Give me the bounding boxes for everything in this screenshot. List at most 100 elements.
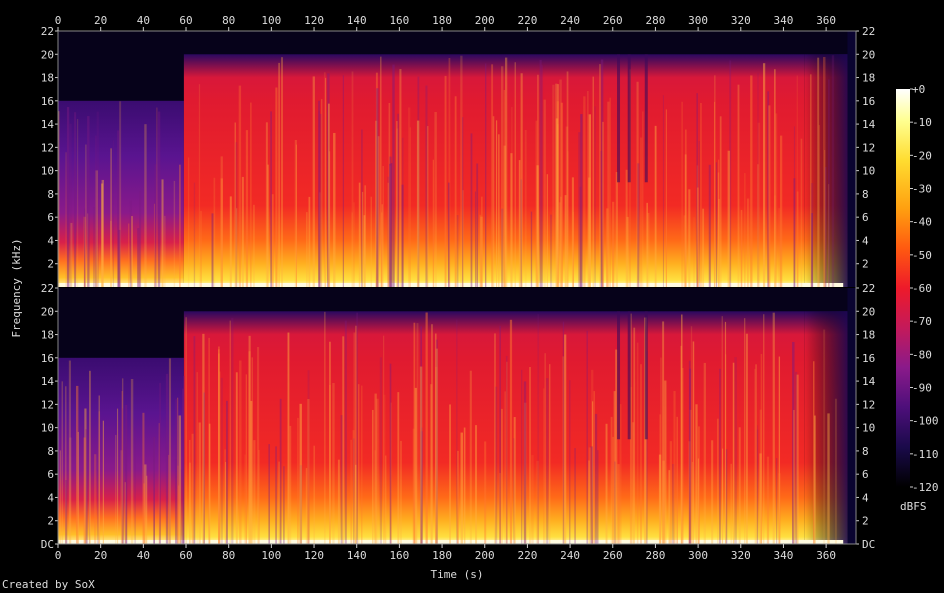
streak [662, 460, 665, 544]
y-tick-label-left: 10 [41, 165, 54, 178]
streak [510, 153, 513, 287]
streak [696, 93, 698, 287]
streak [795, 371, 798, 544]
streak [530, 211, 533, 287]
streak [121, 378, 124, 544]
streak [275, 87, 278, 287]
streak [831, 55, 835, 287]
streak [692, 341, 695, 544]
streak [234, 122, 236, 287]
streak [711, 440, 714, 544]
streak [501, 408, 503, 544]
streak [796, 191, 799, 287]
streak [654, 125, 657, 287]
streak [590, 446, 593, 544]
streak [484, 441, 487, 544]
streak [754, 368, 756, 544]
streak [658, 454, 662, 544]
spectrogram-panels [58, 31, 856, 544]
streak [518, 160, 521, 287]
streak [83, 437, 86, 544]
streak [384, 455, 387, 544]
y-tick-label-right: 10 [862, 422, 875, 435]
streak [287, 332, 290, 544]
streak [693, 217, 695, 287]
streak [662, 95, 664, 288]
streak [425, 312, 428, 544]
x-tick-label-bottom: 60 [179, 549, 192, 562]
x-tick-label-bottom: 40 [137, 549, 150, 562]
streak [350, 439, 352, 544]
streak [375, 120, 378, 287]
streak [717, 159, 720, 287]
streak [381, 204, 384, 287]
streak [774, 69, 776, 287]
streak [389, 363, 392, 544]
streak [579, 186, 582, 287]
streak [83, 216, 86, 287]
streak [58, 111, 60, 287]
streak [796, 75, 798, 288]
streak [460, 432, 463, 544]
streak [474, 191, 476, 287]
x-tick-label-bottom: 340 [774, 549, 794, 562]
streak [715, 162, 718, 287]
streak [181, 388, 185, 544]
dropout [627, 311, 631, 440]
streak [203, 392, 205, 544]
streak [353, 202, 355, 287]
y-tick-label-left: 16 [41, 95, 54, 108]
dropout [617, 54, 621, 183]
streak [297, 417, 299, 544]
streak [95, 170, 98, 287]
x-tick-label-top: 0 [55, 14, 62, 27]
streak [463, 427, 466, 544]
streak [615, 349, 618, 544]
streak [408, 107, 411, 287]
streak [646, 351, 648, 544]
streak [307, 370, 310, 544]
streak [642, 111, 644, 288]
x-axis-label: Time (s) [431, 568, 484, 581]
streak [372, 409, 374, 544]
streak [101, 183, 104, 287]
streak [503, 89, 506, 287]
streak [521, 369, 523, 544]
streak [333, 132, 336, 287]
streak [495, 120, 498, 287]
streak [270, 111, 272, 287]
streak [578, 132, 581, 287]
streak [591, 369, 594, 544]
streak [588, 460, 590, 544]
streak [117, 408, 119, 544]
streak [64, 386, 67, 544]
streak [325, 77, 327, 287]
streak [177, 465, 179, 544]
streak [376, 88, 379, 287]
streak [562, 356, 565, 544]
y-tick-label-right: 12 [862, 141, 875, 154]
x-tick-label-top: 280 [645, 14, 665, 27]
y-tick-label-left: 18 [41, 329, 54, 342]
streak [392, 64, 395, 287]
streak [389, 163, 392, 287]
streak [567, 151, 569, 287]
streak [219, 371, 221, 544]
streak [619, 404, 622, 544]
streak [353, 332, 356, 544]
streak [688, 189, 691, 287]
streak [401, 184, 404, 287]
streak [125, 404, 128, 544]
y-tick-label-right: 6 [862, 211, 869, 224]
streak [755, 364, 757, 544]
y-tick-label-left: 10 [41, 422, 54, 435]
streak [744, 318, 746, 544]
streak [332, 382, 335, 544]
streak [583, 96, 586, 287]
streak [685, 129, 687, 287]
streak [531, 455, 534, 544]
streak [700, 102, 702, 288]
streak [760, 353, 763, 544]
streak [470, 133, 473, 287]
streak [600, 59, 604, 288]
